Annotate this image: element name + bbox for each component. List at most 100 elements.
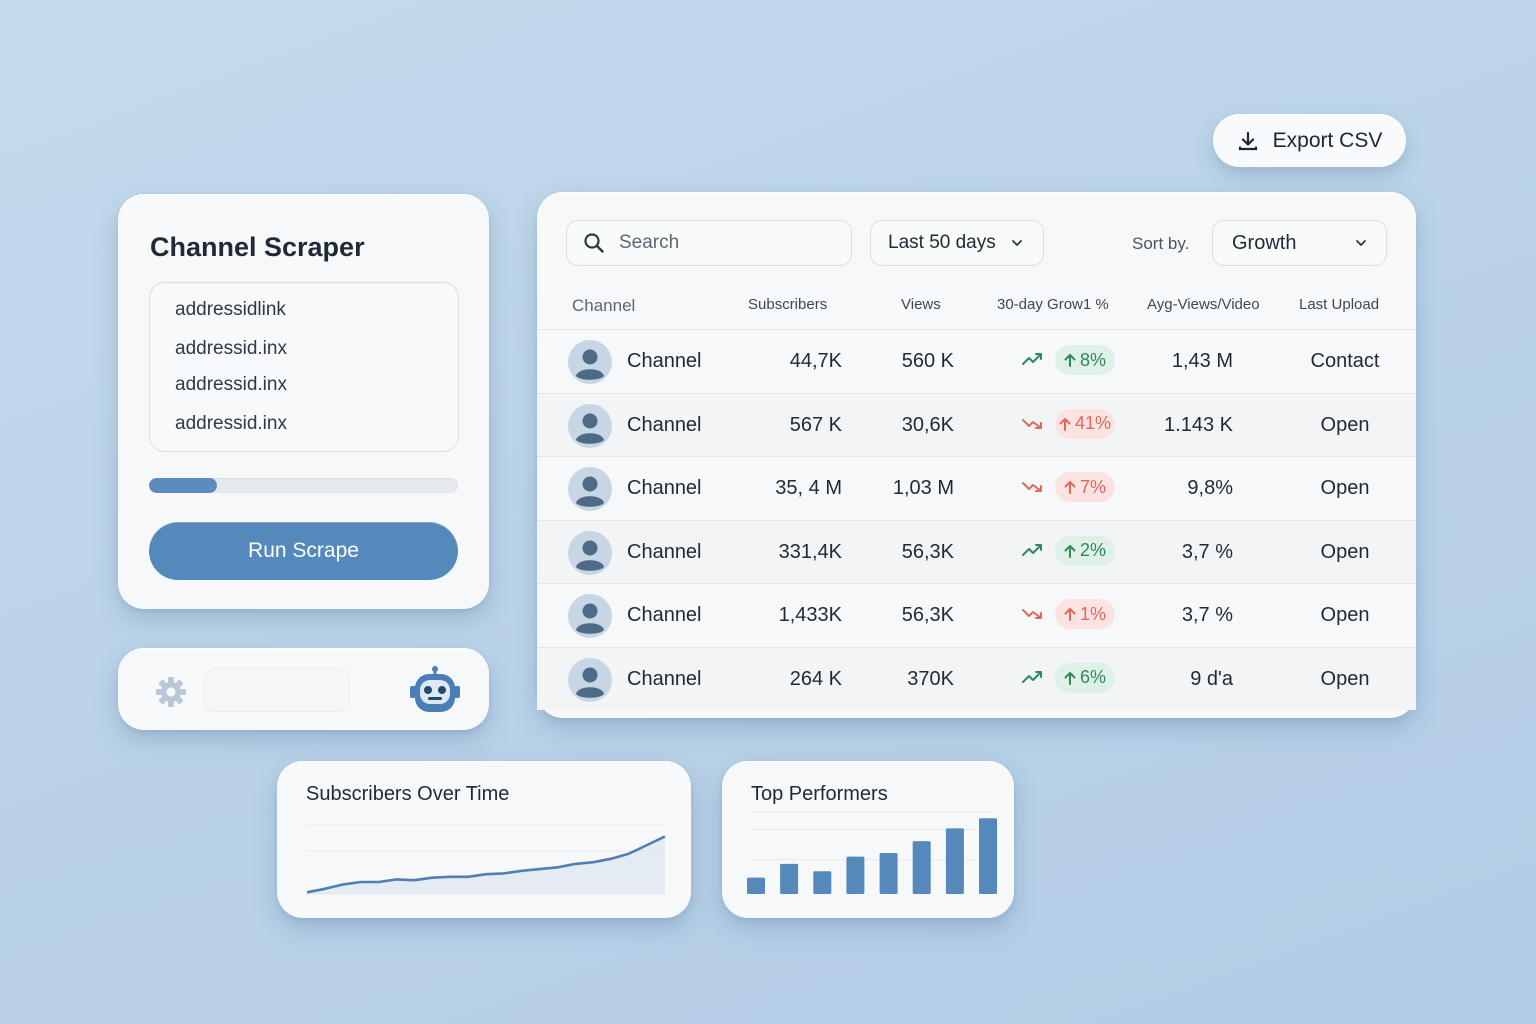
- avg-views-value: 3,7 %: [1181, 604, 1233, 626]
- avg-views-value: 3,7 %: [1181, 540, 1233, 563]
- arrow-up-icon: [1064, 544, 1076, 558]
- trend-down-icon: [1022, 482, 1042, 492]
- scrape-progress-bar: [149, 478, 458, 493]
- views-value: 30,6K: [901, 413, 954, 436]
- table-row[interactable]: Channel 331,4K 56,3K 2% 3,7 % Open: [537, 519, 1416, 583]
- growth-badge: 8%: [1055, 345, 1115, 375]
- last-upload-link[interactable]: Open: [1320, 413, 1370, 436]
- header-views[interactable]: Views: [901, 296, 941, 313]
- sort-by-label: Sort by.: [1132, 234, 1190, 253]
- arrow-up-icon: [1064, 608, 1076, 621]
- bar[interactable]: [912, 841, 931, 894]
- growth-badge: 6%: [1055, 662, 1115, 693]
- avatar: [568, 594, 612, 638]
- gear-icon[interactable]: [154, 675, 188, 709]
- subscribers-value: 331,4K: [778, 540, 842, 563]
- export-csv-button[interactable]: Export CSV: [1213, 114, 1406, 167]
- trend-up-icon: [1022, 543, 1042, 556]
- top-performers-title: Top Performers: [751, 783, 888, 805]
- last-upload-link[interactable]: Open: [1320, 477, 1370, 499]
- views-value: 1,03 M: [892, 477, 954, 499]
- series-area: [307, 836, 665, 894]
- table-row[interactable]: Channel 44,7K 560 K 8% 1,43 M Contact: [537, 329, 1416, 392]
- trend-up-icon: [1022, 353, 1042, 365]
- bar[interactable]: [945, 828, 964, 894]
- growth-badge: 2%: [1055, 535, 1115, 566]
- header-last-upload[interactable]: Last Upload: [1299, 296, 1380, 313]
- bar[interactable]: [813, 871, 832, 894]
- search-input[interactable]: Search: [566, 220, 852, 266]
- views-value: 56,3K: [901, 540, 954, 563]
- trend-down-icon: [1022, 418, 1042, 429]
- bar[interactable]: [879, 853, 898, 894]
- table-row[interactable]: Channel 567 K 30,6K 41% 1.143 K Open: [537, 392, 1416, 456]
- bar[interactable]: [979, 818, 997, 894]
- download-icon: [1238, 131, 1257, 150]
- growth-value: 7%: [1079, 476, 1106, 497]
- arrow-up-icon: [1064, 481, 1076, 494]
- growth-value: 8%: [1079, 349, 1106, 370]
- channel-scraper-card: Channel Scraper addressidlink addressid.…: [118, 194, 489, 609]
- growth-value: 1%: [1079, 603, 1106, 624]
- search-icon: [584, 233, 604, 253]
- bar[interactable]: [780, 863, 799, 894]
- bar[interactable]: [846, 856, 865, 894]
- url-item: addressidlink: [175, 299, 286, 320]
- growth-value: 41%: [1074, 413, 1112, 433]
- settings-bar: [118, 648, 489, 730]
- subscribers-chart-title: Subscribers Over Time: [306, 783, 510, 805]
- table-row[interactable]: Channel 1,433K 56,3K 1% 3,7 % Open: [537, 583, 1416, 646]
- top-performers-bar-chart: [747, 811, 997, 894]
- subscribers-value: 35, 4 M: [775, 477, 842, 499]
- sort-dropdown[interactable]: Growth: [1212, 220, 1387, 266]
- growth-badge: 7%: [1055, 472, 1115, 502]
- channel-name[interactable]: Channel: [627, 667, 702, 690]
- date-range-dropdown[interactable]: Last 50 days: [870, 220, 1044, 266]
- avatar: [568, 530, 612, 575]
- channel-name[interactable]: Channel: [627, 350, 702, 372]
- avatar: [568, 467, 612, 511]
- channel-name[interactable]: Channel: [627, 540, 702, 563]
- settings-input[interactable]: [204, 668, 350, 712]
- header-growth[interactable]: 30-day Grow1 %: [997, 296, 1109, 313]
- header-channel[interactable]: Channel: [572, 296, 636, 315]
- url-list-textarea[interactable]: addressidlink addressid.inx addressid.in…: [149, 282, 459, 452]
- header-avg-views[interactable]: Ayg-Views/Video: [1147, 296, 1260, 313]
- chevron-down-icon: [1011, 240, 1022, 246]
- url-item: addressid.inx: [175, 374, 287, 395]
- avatar: [568, 403, 612, 448]
- search-placeholder: Search: [619, 232, 680, 253]
- channel-table-card: Search Last 50 days Sort by. Growth Chan…: [537, 192, 1416, 718]
- last-upload-link[interactable]: Contact: [1310, 350, 1380, 372]
- avg-views-value: 9 d'a: [1190, 667, 1233, 690]
- views-value: 560 K: [901, 350, 954, 372]
- table-row[interactable]: Channel 264 K 370K 6% 9 d'a Open: [537, 646, 1416, 710]
- avatar: [568, 340, 612, 384]
- top-performers-card: Top Performers: [722, 761, 1014, 918]
- progress-fill: [149, 478, 217, 493]
- bar[interactable]: [747, 877, 765, 894]
- growth-badge: 1%: [1055, 599, 1115, 629]
- channel-name[interactable]: Channel: [627, 413, 702, 436]
- date-range-value: Last 50 days: [888, 232, 996, 253]
- scraper-title: Channel Scraper: [150, 232, 365, 262]
- table-row[interactable]: Channel 35, 4 M 1,03 M 7% 9,8% Open: [537, 456, 1416, 519]
- growth-badge: 41%: [1055, 408, 1115, 439]
- sort-value: Growth: [1232, 231, 1297, 254]
- last-upload-link[interactable]: Open: [1320, 667, 1370, 690]
- run-scrape-button[interactable]: Run Scrape: [149, 522, 458, 580]
- robot-icon[interactable]: [408, 666, 462, 716]
- avatar: [568, 657, 612, 702]
- last-upload-link[interactable]: Open: [1320, 604, 1370, 626]
- trend-up-icon: [1022, 670, 1042, 683]
- subscribers-value: 567 K: [789, 413, 842, 436]
- arrow-up-icon: [1064, 354, 1076, 367]
- header-subscribers[interactable]: Subscribers: [748, 296, 828, 313]
- last-upload-link[interactable]: Open: [1320, 540, 1370, 563]
- channel-name[interactable]: Channel: [627, 477, 702, 499]
- export-csv-label: Export CSV: [1272, 128, 1383, 152]
- subscribers-value: 1,433K: [778, 604, 842, 626]
- channel-name[interactable]: Channel: [627, 604, 702, 626]
- series-line: [306, 835, 666, 894]
- subscribers-chart-card: Subscribers Over Time: [277, 761, 691, 918]
